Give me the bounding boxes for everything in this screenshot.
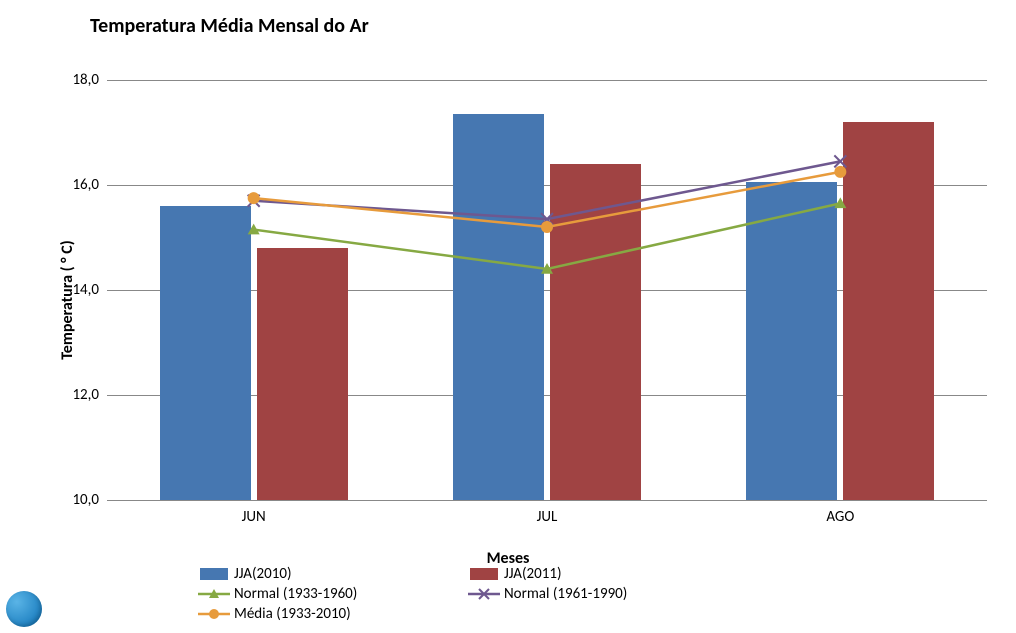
xtick-label: JUL [537,500,558,526]
logo-icon [6,591,42,627]
ytick-label: 18,0 [72,71,107,89]
lines-layer [107,80,987,500]
legend-swatch [200,588,228,600]
ytick-label: 10,0 [72,491,107,509]
xtick-label: AGO [826,500,854,526]
legend-label: JJA(2010) [234,565,292,583]
series-line [254,161,841,219]
legend: JJA(2010) JJA(2011) Normal (1933-1960) Norm… [200,565,986,625]
legend-item: JJA(2011) [470,565,710,583]
chart-container: Temperatura Média Mensal do Ar Temperatu… [0,0,1016,633]
xtick-label: JUN [242,500,266,526]
legend-swatch [200,568,228,580]
legend-item: Normal (1961-1990) [470,585,710,603]
legend-label: Normal (1933-1960) [234,585,357,603]
legend-item: Média (1933-2010) [200,605,440,623]
ytick-label: 14,0 [72,281,107,299]
legend-label: Normal (1961-1990) [504,585,627,603]
legend-item: Normal (1933-1960) [200,585,440,603]
series-line [254,203,841,269]
plot-area: 10,012,014,016,018,0JUNJULAGO [107,80,987,500]
legend-item: JJA(2010) [200,565,440,583]
legend-swatch [470,588,498,600]
chart-title: Temperatura Média Mensal do Ar [90,14,369,38]
y-axis-label: Temperatura ( ° C) [58,240,77,359]
legend-swatch [200,608,228,620]
ytick-label: 16,0 [72,176,107,194]
ytick-label: 12,0 [72,386,107,404]
legend-label: Média (1933-2010) [234,605,351,623]
legend-label: JJA(2011) [504,565,562,583]
legend-swatch [470,568,498,580]
